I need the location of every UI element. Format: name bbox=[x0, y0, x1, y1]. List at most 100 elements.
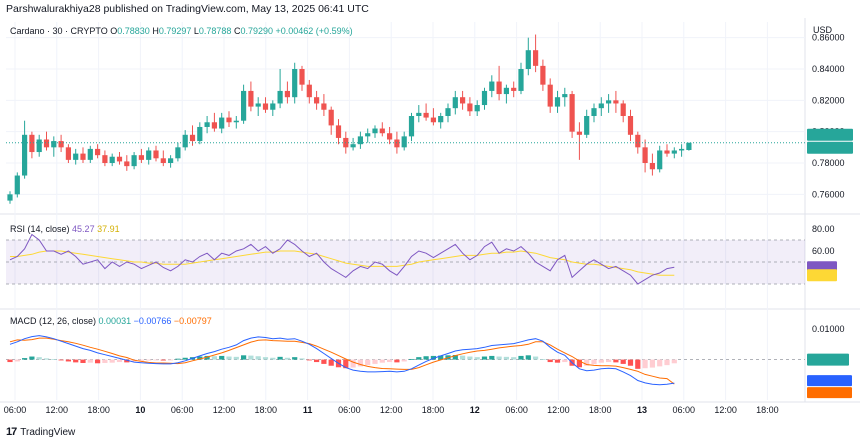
rsi-tick-label: 60.00 bbox=[812, 246, 835, 256]
macd-histogram-bar bbox=[620, 359, 626, 364]
macd-histogram-bar bbox=[58, 359, 64, 361]
candle-body bbox=[496, 81, 502, 95]
macd-histogram-bar bbox=[248, 355, 254, 360]
macd-histogram-bar bbox=[314, 359, 320, 363]
candle-body bbox=[438, 116, 444, 123]
candle-body bbox=[686, 142, 692, 150]
macd-histogram-bar bbox=[292, 357, 298, 360]
macd-line bbox=[9, 335, 675, 386]
macd-histogram-bar bbox=[29, 356, 35, 360]
candle-body bbox=[160, 158, 166, 163]
time-tick-label: 12:00 bbox=[46, 405, 69, 415]
candle-body bbox=[503, 87, 509, 95]
macd-histogram-bar bbox=[357, 359, 363, 367]
candle-body bbox=[452, 97, 458, 109]
candle-body bbox=[197, 126, 203, 142]
ohlc-l_label: L bbox=[194, 26, 199, 36]
macd-histogram-bar bbox=[503, 356, 509, 360]
candle-body bbox=[460, 97, 466, 104]
candle-body bbox=[445, 108, 451, 116]
macd-histogram-bar bbox=[102, 359, 108, 363]
time-tick-label: 18:00 bbox=[255, 405, 278, 415]
macd-histogram-bar bbox=[598, 359, 604, 363]
tradingview-logo-icon: 17 bbox=[6, 426, 17, 438]
macd-hist-badge bbox=[807, 353, 849, 366]
rsi-legend: RSI (14, close) 45.27 37.91 bbox=[10, 224, 120, 234]
macd-histogram-bar bbox=[518, 355, 524, 360]
macd-histogram-bar bbox=[540, 358, 546, 360]
candle-body bbox=[270, 103, 276, 110]
countdown-badge bbox=[807, 141, 853, 154]
macd-histogram-bar bbox=[496, 356, 502, 360]
legend-macd-v2: −0.00766 bbox=[134, 316, 172, 326]
price-tick-label: 0.86000 bbox=[812, 33, 845, 43]
candle-body bbox=[102, 155, 108, 163]
candle-body bbox=[80, 153, 86, 160]
candle-body bbox=[649, 163, 655, 170]
rsi-ma-line bbox=[10, 250, 675, 276]
candle-body bbox=[219, 117, 225, 129]
candle-body bbox=[306, 84, 312, 98]
macd-histogram-bar bbox=[649, 359, 655, 368]
macd-histogram-bar bbox=[168, 359, 174, 361]
candle-body bbox=[29, 134, 35, 153]
candle-body bbox=[525, 50, 531, 69]
macd-histogram-bar bbox=[255, 356, 261, 360]
macd-histogram-bar bbox=[284, 357, 290, 360]
macd-histogram-bar bbox=[262, 357, 269, 360]
macd-histogram-bar bbox=[14, 359, 20, 362]
macd-histogram-bar bbox=[489, 355, 495, 360]
macd-histogram-bar bbox=[226, 356, 232, 360]
legend-rsi-v2: 37.91 bbox=[97, 224, 120, 234]
macd-histogram-bar bbox=[36, 357, 42, 360]
candle-body bbox=[518, 69, 524, 91]
candle-body bbox=[671, 150, 677, 154]
candle-body bbox=[226, 117, 232, 123]
ohlc-c_label: C bbox=[234, 26, 241, 36]
candle-body bbox=[365, 133, 371, 137]
time-tick-label: 06:00 bbox=[171, 405, 194, 415]
macd-signal-line bbox=[9, 337, 675, 385]
macd-histogram-bar bbox=[7, 359, 13, 363]
macd-histogram-bar bbox=[43, 358, 50, 360]
candle-body bbox=[73, 153, 79, 160]
macd-histogram-bar bbox=[328, 359, 334, 366]
candle-body bbox=[474, 105, 480, 112]
macd-histogram-bar bbox=[547, 359, 553, 363]
candle-body bbox=[591, 108, 597, 116]
macd-histogram-bar bbox=[372, 359, 378, 364]
candle-body bbox=[357, 136, 363, 145]
candle-body bbox=[292, 69, 298, 98]
candle-body bbox=[255, 103, 261, 107]
ohlc-o_val: 0.78830 bbox=[117, 26, 150, 36]
candle-body bbox=[248, 90, 254, 107]
macd-histogram-bar bbox=[613, 359, 619, 363]
macd-histogram-bar bbox=[387, 359, 393, 363]
macd-histogram-bar bbox=[87, 359, 93, 363]
time-tick-label: 06:00 bbox=[338, 405, 361, 415]
macd-histogram-bar bbox=[350, 359, 356, 368]
candle-body bbox=[387, 133, 393, 140]
candle-body bbox=[262, 103, 269, 110]
macd-signal-badge bbox=[807, 387, 852, 399]
macd-histogram-bar bbox=[452, 355, 458, 360]
candle-body bbox=[22, 134, 28, 176]
macd-histogram-bar bbox=[124, 359, 130, 363]
macd-histogram-bar bbox=[671, 359, 677, 364]
candle-body bbox=[489, 81, 495, 91]
candle-body bbox=[598, 103, 604, 109]
tradingview-footer[interactable]: 17 TradingView bbox=[6, 426, 75, 438]
macd-histogram-bar bbox=[182, 357, 188, 360]
candle-body bbox=[481, 90, 488, 106]
price-badge bbox=[807, 128, 853, 141]
legend-macd-v3: −0.00797 bbox=[174, 316, 212, 326]
candle-body bbox=[569, 94, 575, 132]
candle-body bbox=[627, 116, 634, 135]
price-tick-label: 0.84000 bbox=[812, 64, 845, 74]
candle-body bbox=[277, 90, 283, 104]
candle-body bbox=[430, 117, 436, 123]
candle-body bbox=[679, 148, 685, 151]
macd-histogram-bar bbox=[22, 358, 28, 360]
macd-histogram-bar bbox=[233, 356, 239, 360]
